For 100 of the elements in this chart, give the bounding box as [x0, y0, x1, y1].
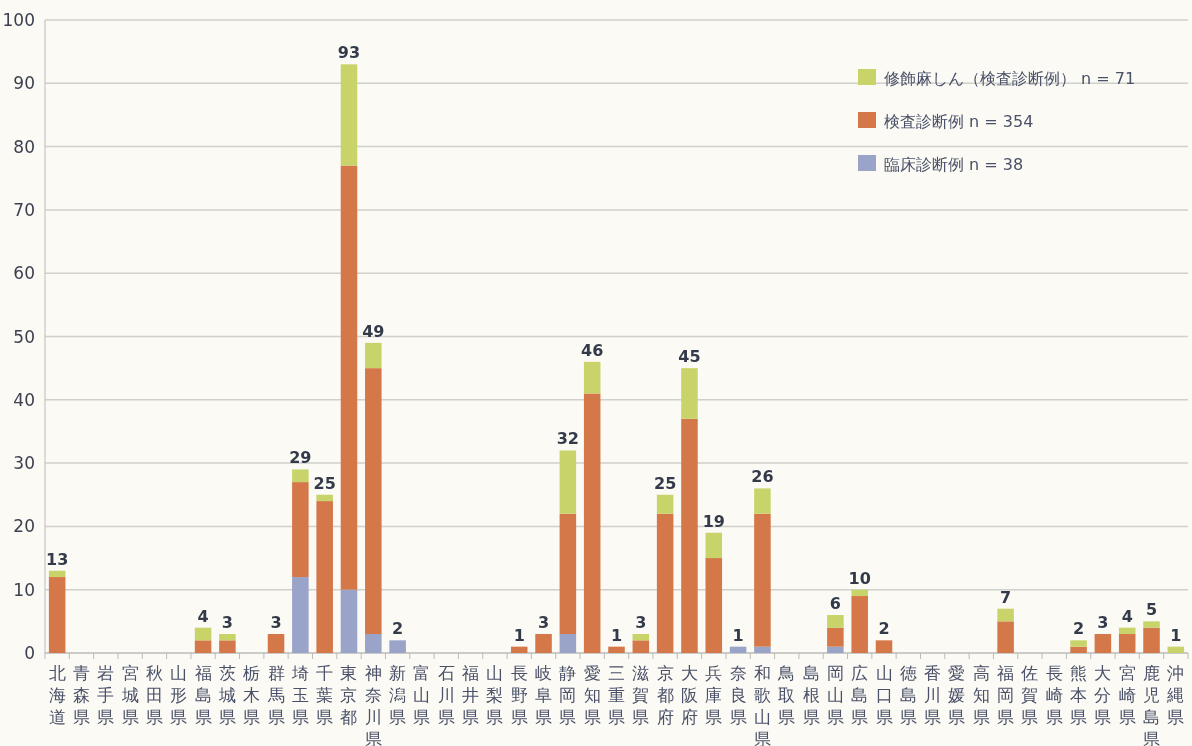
bar [316, 494, 333, 502]
bar [1118, 627, 1136, 635]
bar [754, 488, 771, 514]
y-tick-label: 90 [13, 73, 35, 94]
bar [997, 621, 1014, 653]
bar [656, 494, 674, 514]
x-tick-label: 静岡県 [559, 663, 577, 727]
bar [1143, 627, 1160, 653]
total-label: 3 [1097, 613, 1109, 633]
bar [997, 608, 1014, 622]
x-tick-label: 石川県 [437, 663, 455, 727]
bar [754, 513, 771, 647]
bar [219, 634, 236, 641]
total-label: 19 [702, 511, 725, 531]
bar [219, 640, 236, 653]
x-tick-label: 島根県 [802, 663, 820, 727]
total-label: 1 [732, 625, 744, 645]
x-tick-label: 富山県 [413, 663, 431, 727]
x-tick-label: 福井県 [462, 663, 480, 727]
bar [1143, 621, 1160, 628]
bar [1094, 634, 1112, 653]
x-tick-label: 山梨県 [486, 663, 504, 727]
bar [340, 589, 358, 653]
x-tick-label: 福島県 [194, 663, 212, 727]
total-label: 6 [829, 594, 841, 614]
y-tick-label: 10 [13, 579, 35, 600]
bar [1167, 646, 1185, 653]
total-label: 45 [678, 347, 701, 367]
x-tick-label: 大阪府 [680, 663, 698, 727]
bar [389, 640, 406, 653]
bar [292, 469, 309, 483]
bar [729, 646, 747, 653]
x-tick-label: 群馬県 [266, 663, 285, 727]
x-tick-label: 埼玉県 [290, 663, 309, 727]
total-label: 4 [1121, 606, 1133, 626]
bar [340, 64, 358, 166]
x-tick-label: 長野県 [510, 663, 528, 727]
bar [292, 577, 309, 653]
total-label: 2 [1072, 619, 1085, 639]
total-label: 25 [654, 473, 677, 493]
bar [705, 532, 723, 559]
bar [681, 368, 698, 419]
bar [316, 501, 333, 653]
y-tick-label: 100 [2, 10, 35, 30]
total-label: 7 [1000, 587, 1012, 607]
y-tick-label: 60 [13, 263, 35, 284]
x-tick-label: 高知県 [972, 663, 990, 727]
bar [875, 640, 893, 653]
total-label: 3 [270, 613, 282, 633]
y-tick-label: 30 [13, 453, 35, 474]
x-tick-label: 奈良県 [729, 663, 747, 727]
x-tick-label: 岐阜県 [535, 663, 553, 727]
total-label: 26 [751, 467, 774, 487]
x-tick-label: 三重県 [608, 663, 625, 727]
x-tick-label: 北海道 [48, 663, 66, 727]
bar [559, 450, 577, 514]
bar [340, 165, 358, 590]
x-tick-label: 茨城県 [217, 663, 236, 727]
bar [608, 646, 625, 653]
x-tick-label: 宮城県 [120, 663, 139, 727]
x-tick-label: 東京都 [340, 663, 358, 727]
bar [851, 596, 868, 653]
bar [1070, 646, 1087, 653]
x-tick-label: 熊本県 [1070, 663, 1088, 727]
total-label: 3 [635, 613, 647, 633]
bar [681, 418, 698, 653]
bar [705, 558, 723, 653]
x-tick-label: 佐賀県 [1021, 663, 1039, 727]
total-label: 1 [610, 625, 623, 645]
x-tick-label: 岩手県 [97, 663, 115, 727]
bar [365, 368, 382, 635]
bar [194, 627, 212, 641]
y-tick-label: 70 [13, 199, 35, 220]
bar [851, 589, 868, 597]
bar [194, 640, 212, 653]
bar [365, 634, 382, 653]
x-tick-label: 福岡県 [997, 663, 1015, 727]
bar [292, 482, 309, 578]
total-label: 3 [221, 613, 233, 633]
x-tick-label: 大分県 [1094, 663, 1112, 727]
x-tick-label: 青森県 [72, 663, 90, 727]
total-label: 1 [1170, 625, 1182, 645]
y-tick-label: 40 [13, 389, 35, 410]
total-label: 49 [362, 321, 385, 341]
y-tick-label: 80 [13, 136, 35, 157]
total-label: 2 [878, 619, 890, 639]
total-label: 93 [337, 43, 361, 63]
x-tick-label: 栃木県 [243, 663, 261, 727]
x-tick-label: 千葉県 [316, 663, 334, 727]
total-label: 13 [46, 549, 69, 569]
x-tick-label: 秋田県 [145, 663, 163, 727]
x-tick-label: 京都府 [656, 663, 674, 727]
x-tick-label: 鳥取県 [777, 663, 796, 727]
bar [754, 646, 771, 653]
y-tick-label: 0 [24, 643, 35, 663]
x-tick-label: 長崎県 [1045, 663, 1063, 727]
total-label: 1 [513, 625, 525, 645]
x-tick-label: 香川県 [924, 663, 942, 727]
x-tick-label: 岡山県 [826, 663, 844, 727]
total-label: 32 [556, 429, 579, 449]
